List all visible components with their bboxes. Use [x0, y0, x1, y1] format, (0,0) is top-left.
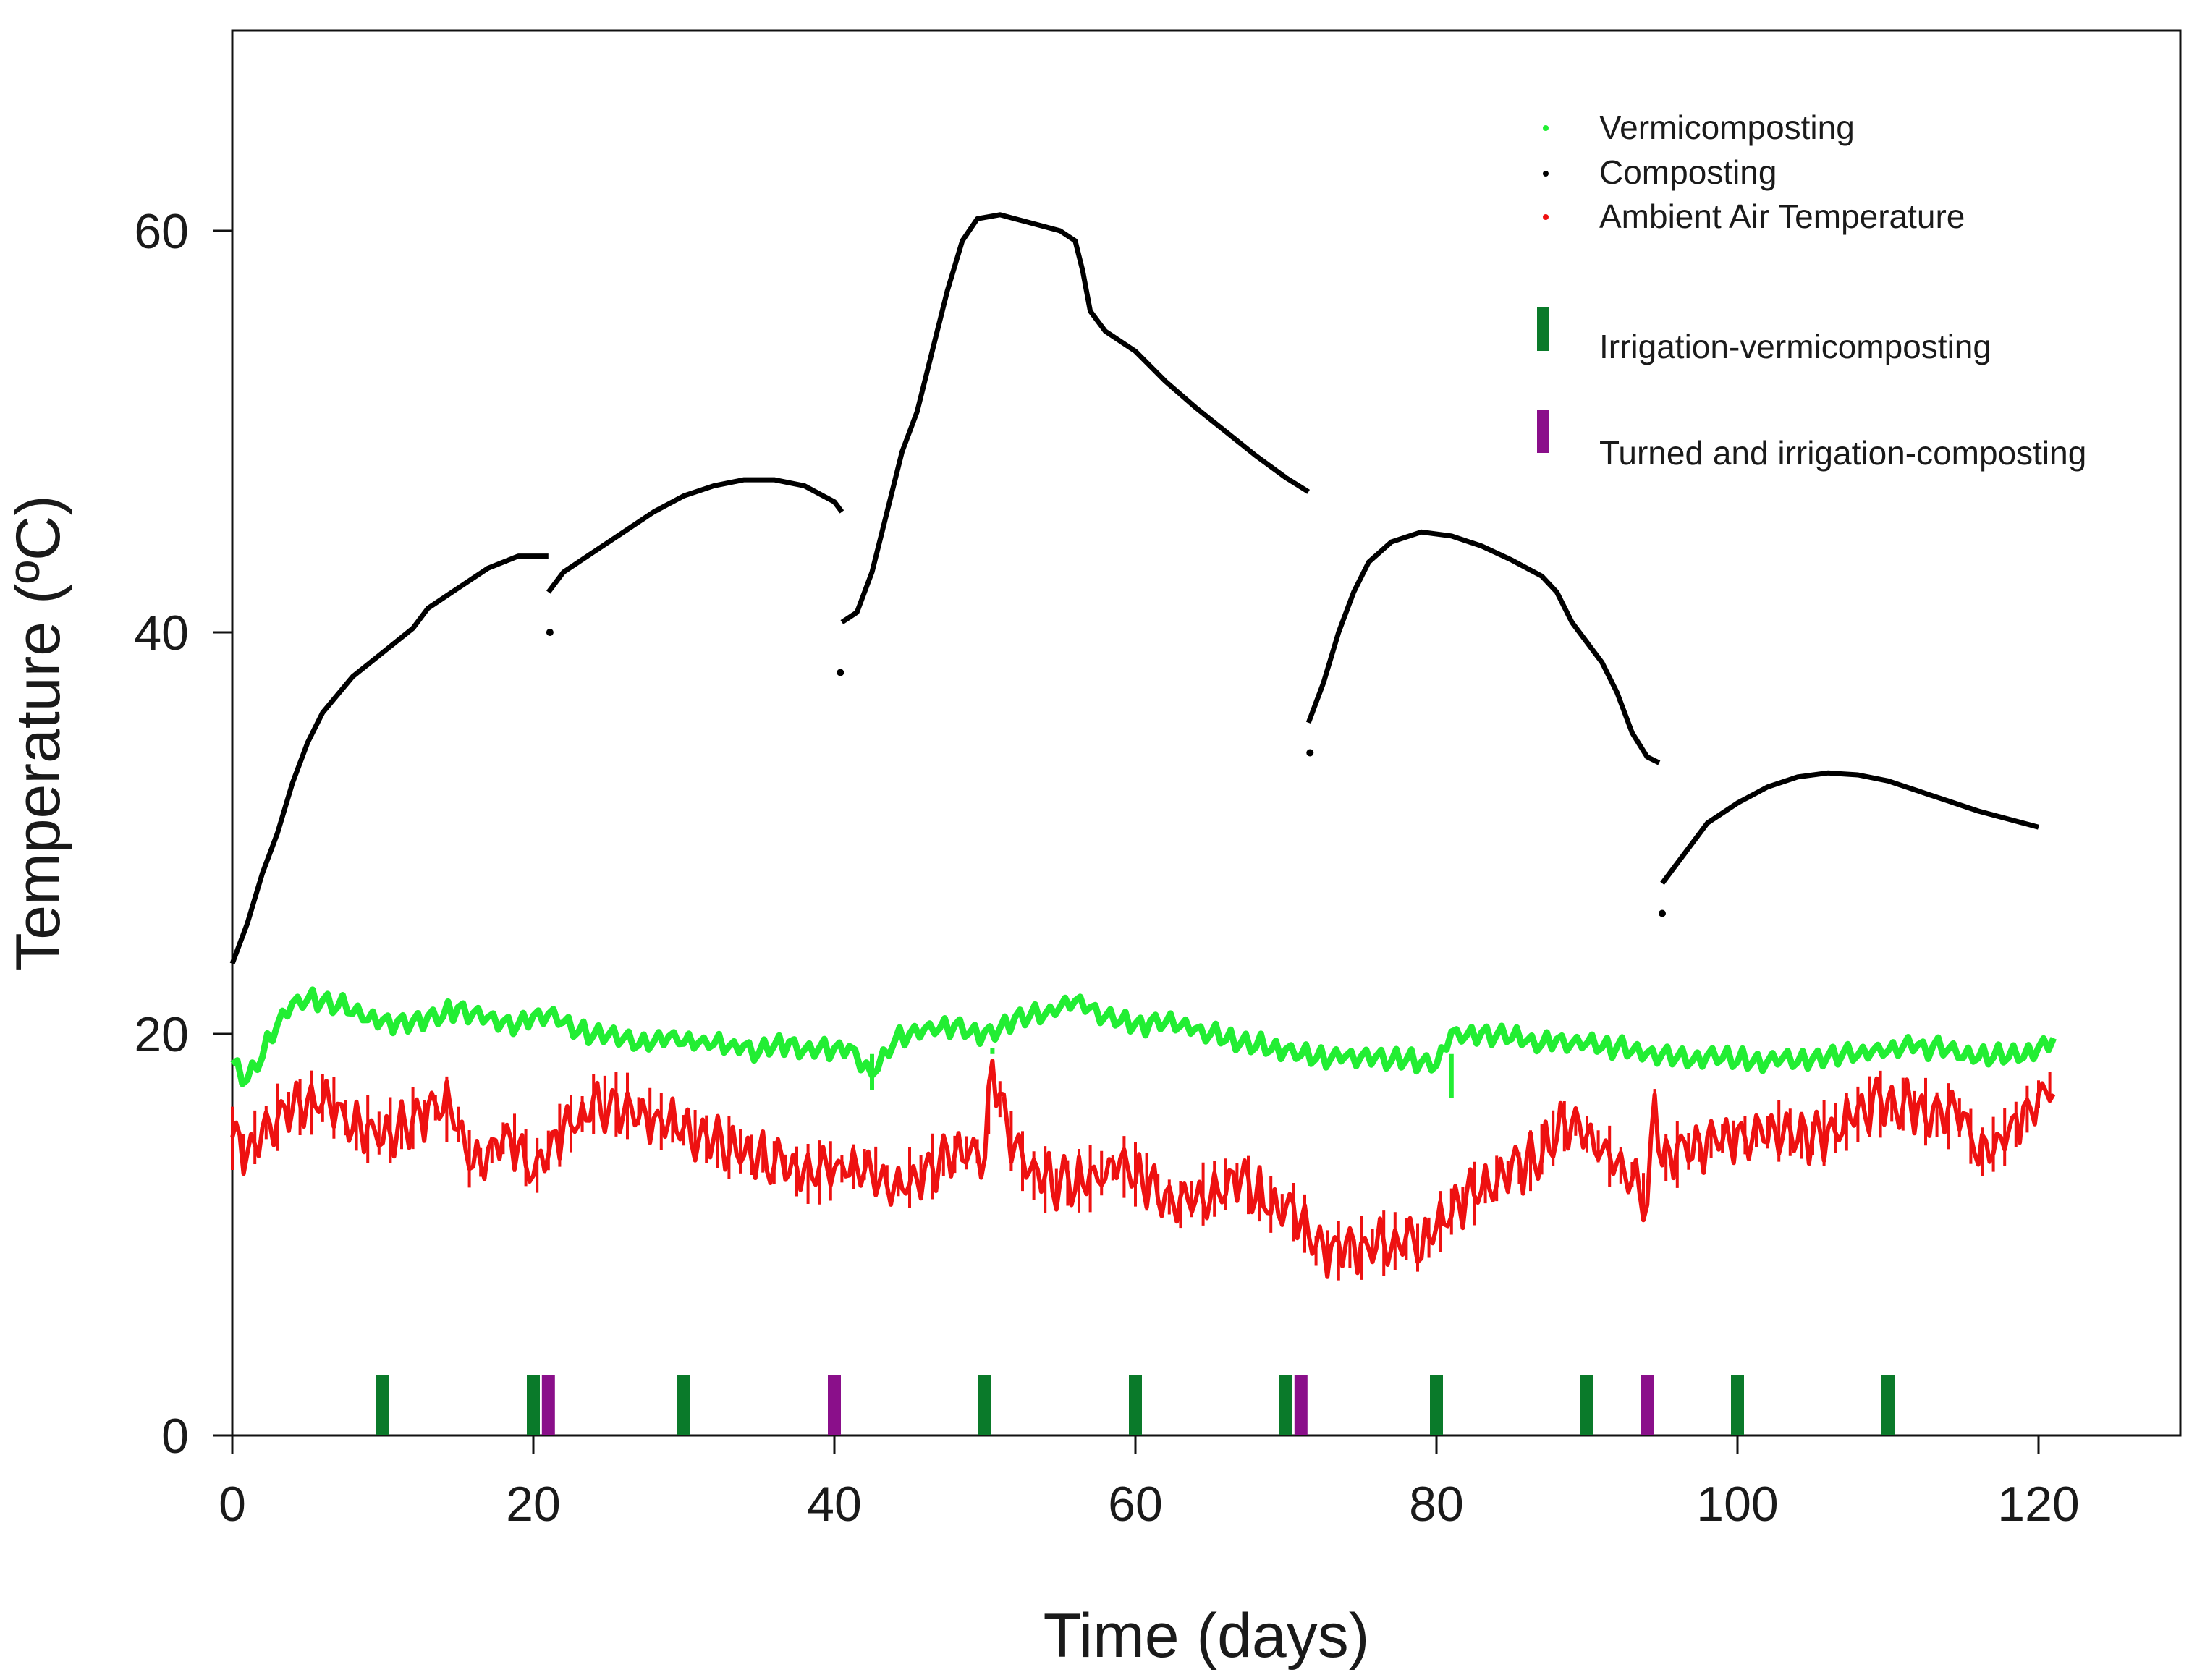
legend-label-ambient: Ambient Air Temperature: [1599, 198, 1965, 235]
vermicomposting-series-line: [230, 986, 2057, 1087]
x-tick-label: 20: [506, 1477, 561, 1532]
turned-composting-event: [1294, 1375, 1308, 1435]
x-tick-label: 80: [1409, 1477, 1464, 1532]
turned-composting-event: [828, 1375, 841, 1435]
irrigation-vermicomposting-event: [677, 1375, 690, 1435]
legend-marker-composting: [1543, 171, 1549, 177]
composting-outlier-point: [837, 669, 844, 676]
composting-series-segment: [1305, 529, 1661, 765]
legend-label-vermicomposting: Vermicomposting: [1599, 109, 1855, 146]
composting-outlier-point: [546, 629, 554, 636]
y-axis-title: Temperature (ºC): [4, 495, 73, 970]
composting-series-segment: [840, 212, 1311, 625]
legend-marker-vermicomposting: [1543, 125, 1549, 131]
x-tick-label: 60: [1108, 1477, 1163, 1532]
x-axis-title: Time (days): [1044, 1601, 1370, 1671]
legend-marker-ambient: [1543, 214, 1549, 220]
legend-label-irrigation-vermicomposting: Irrigation-vermicomposting: [1599, 328, 1991, 365]
irrigation-vermicomposting-event: [1279, 1375, 1292, 1435]
legend-label-turned-composting: Turned and irrigation-composting: [1599, 434, 2086, 472]
composting-series-segment: [229, 553, 549, 965]
y-tick-label: 20: [134, 1007, 189, 1062]
plot-frame: [231, 29, 2182, 1437]
composting-outlier-point: [1659, 909, 1666, 917]
y-tick-label: 40: [134, 606, 189, 661]
legend: Vermicomposting Composting Ambient Air T…: [1537, 109, 2086, 472]
x-tick-label: 0: [219, 1477, 246, 1532]
irrigation-vermicomposting-event: [1430, 1375, 1443, 1435]
y-tick-label: 0: [161, 1409, 189, 1464]
irrigation-vermicomposting-event: [1129, 1375, 1142, 1435]
x-tick-label: 120: [1997, 1477, 2079, 1532]
legend-label-composting: Composting: [1599, 153, 1777, 191]
irrigation-vermicomposting-event: [376, 1375, 389, 1435]
composting-series-segment: [1660, 770, 2039, 885]
x-tick-label: 100: [1696, 1477, 1778, 1532]
composting-series-segment: [546, 477, 844, 594]
composting-outlier-point: [1306, 749, 1314, 757]
irrigation-vermicomposting-event: [527, 1375, 540, 1435]
x-tick-label: 40: [807, 1477, 862, 1532]
irrigation-vermicomposting-event: [978, 1375, 991, 1435]
irrigation-vermicomposting-event: [1881, 1375, 1895, 1435]
y-tick-label: 60: [134, 204, 189, 259]
turned-composting-event: [541, 1375, 555, 1435]
series-layer: [229, 212, 2057, 1281]
event-markers: [376, 1375, 1895, 1435]
irrigation-vermicomposting-event: [1580, 1375, 1593, 1435]
legend-marker-irrigation-vermicomposting: [1537, 307, 1549, 351]
axes: 0 20 40 60 80 100 120 0 20 40 60: [134, 204, 2079, 1532]
turned-composting-event: [1641, 1375, 1654, 1435]
irrigation-vermicomposting-event: [1731, 1375, 1744, 1435]
legend-marker-turned-composting: [1537, 410, 1549, 453]
